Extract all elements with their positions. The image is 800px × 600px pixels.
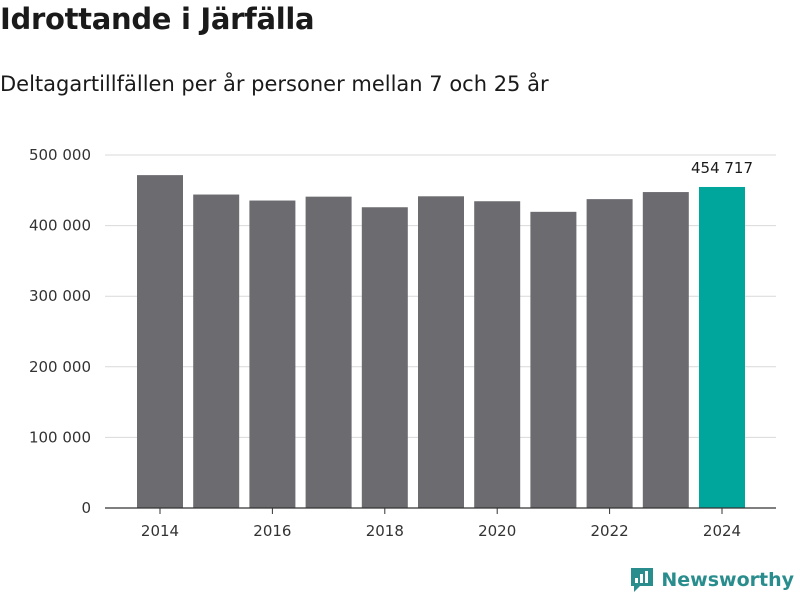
bar-2018	[361, 207, 408, 508]
y-tick-label: 200 000	[29, 358, 91, 376]
x-tick-label: 2018	[366, 522, 404, 540]
bar-2015	[193, 194, 240, 508]
bar-2016	[249, 200, 296, 509]
x-tick-label: 2016	[253, 522, 291, 540]
brand-logo: Newsworthy	[629, 566, 794, 594]
y-tick-label: 100 000	[29, 428, 91, 446]
bar-2024	[699, 186, 745, 509]
newsworthy-logo-icon	[631, 568, 654, 592]
y-tick-label: 500 000	[29, 146, 91, 164]
x-tick-label: 2022	[591, 522, 629, 540]
bar-2017	[305, 196, 352, 509]
data-label: 454 717	[691, 159, 753, 177]
bar-2023	[642, 192, 689, 508]
bars	[137, 175, 745, 509]
data-labels: 454 717	[691, 159, 753, 177]
x-tick-label: 2020	[478, 522, 516, 540]
y-tick-label: 300 000	[29, 287, 91, 305]
y-axis-ticks: 0 100 000 200 000 300 000 400 000 500 000	[29, 146, 91, 517]
x-axis-ticks: 2014 2016 2018 2020 2022 2024	[141, 508, 741, 540]
brand-name: Newsworthy	[661, 569, 794, 591]
bar-2021	[530, 211, 577, 508]
x-tick-label: 2014	[141, 522, 179, 540]
x-tick-label: 2024	[703, 522, 741, 540]
chart-title: Idrottande i Järfälla	[0, 2, 315, 36]
y-tick-label: 400 000	[29, 217, 91, 235]
bar-2022	[586, 199, 633, 508]
bar-2014	[137, 175, 183, 508]
y-tick-label: 0	[81, 499, 91, 517]
bar-2020	[474, 201, 521, 509]
chart-subtitle: Deltagartillfällen per år personer mella…	[0, 72, 549, 96]
bar-2019	[418, 196, 464, 508]
